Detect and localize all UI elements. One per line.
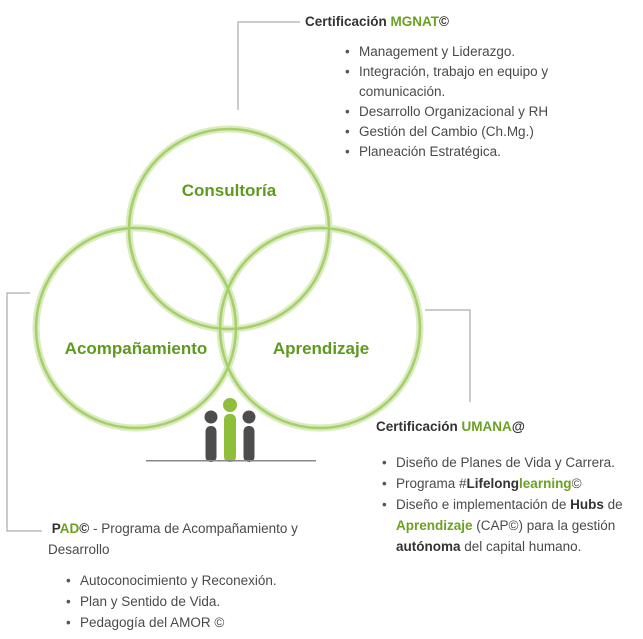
umana-item: Diseño de Planes de Vida y Carrera. xyxy=(380,452,642,473)
pad-list: Autoconocimiento y Reconexión. Plan y Se… xyxy=(64,570,348,633)
pad-title-line2: Desarrollo xyxy=(48,542,110,557)
umana-item3-bold: Hubs xyxy=(570,497,604,512)
umana-item: Programa #Lifelonglearning© xyxy=(380,473,642,494)
pad-title-ad: AD xyxy=(59,521,80,536)
connector-line-mgnat xyxy=(237,21,300,110)
mgnat-title-suffix: © xyxy=(439,14,449,29)
umana-item3-mid1: de xyxy=(603,497,623,512)
connector-line-umana xyxy=(425,309,471,402)
pad-item: Autoconocimiento y Reconexión. xyxy=(64,570,348,591)
umana-list: Diseño de Planes de Vida y Carrera. Prog… xyxy=(380,452,642,557)
mgnat-item: Gestión del Cambio (Ch.Mg.) xyxy=(343,122,625,142)
mgnat-item: Desarrollo Organizacional y RH xyxy=(343,102,625,122)
umana-item3-mid2: (CAP©) para la gestión xyxy=(472,518,616,533)
mgnat-item: Planeación Estratégica. xyxy=(343,142,625,162)
umana-list-block: Diseño de Planes de Vida y Carrera. Prog… xyxy=(380,452,642,557)
umana-item3-bold2: autónoma xyxy=(396,539,461,554)
label-aprendizaje: Aprendizaje xyxy=(273,339,369,358)
circle-acompanamiento xyxy=(34,226,238,430)
label-acompanamiento: Acompañamiento xyxy=(65,339,208,358)
pad-title-rest: - Programa de Acompañamiento y xyxy=(89,521,298,536)
mgnat-title-prefix: Certificación xyxy=(305,14,391,29)
umana-item3-green: Aprendizaje xyxy=(396,518,473,533)
circle-glow-group xyxy=(32,125,424,432)
people-icon xyxy=(146,398,316,462)
label-consultoria: Consultoría xyxy=(182,181,277,200)
pad-item: Pedagogía del AMOR © xyxy=(64,612,348,633)
mgnat-list: Management y Liderazgo. Integración, tra… xyxy=(343,42,625,162)
umana-item3-post: del capital humano. xyxy=(460,539,582,554)
circle-aprendizaje xyxy=(218,226,422,430)
umana-title-highlight: UMANA xyxy=(461,419,512,434)
umana-item2-pre: Programa # xyxy=(396,476,467,491)
pad-item: Plan y Sentido de Vida. xyxy=(64,591,348,612)
pad-block: PAD© - Programa de Acompañamiento y Desa… xyxy=(48,518,348,633)
connector-line-pad xyxy=(6,292,42,532)
pad-title-p: P xyxy=(51,521,60,536)
mgnat-item-continued: comunicación. xyxy=(359,84,446,99)
mgnat-block: Certificación MGNAT© Management y Lidera… xyxy=(305,12,625,162)
umana-item2-bold: Lifelong xyxy=(466,476,520,491)
umana-title: Certificación UMANA@ xyxy=(376,417,641,437)
umana-title-prefix: Certificación xyxy=(376,419,462,434)
mgnat-item: Management y Liderazgo. xyxy=(343,42,625,62)
pad-title: PAD© - Programa de Acompañamiento y xyxy=(48,518,348,539)
umana-item3-pre: Diseño e implementación de xyxy=(396,497,571,512)
umana-item: Diseño e implementación de Hubs de Aprend… xyxy=(380,494,642,557)
mgnat-title: Certificación MGNAT© xyxy=(305,12,625,32)
umana-title-suffix: @ xyxy=(511,419,525,434)
pad-title-copy: © xyxy=(79,521,90,536)
umana-block: Certificación UMANA@ xyxy=(376,417,641,437)
umana-item2-green: learning xyxy=(519,476,572,491)
umana-item2-post: © xyxy=(571,476,582,491)
mgnat-title-highlight: MGNAT xyxy=(390,14,440,29)
mgnat-item: Integración, trabajo en equipo y xyxy=(343,62,625,82)
